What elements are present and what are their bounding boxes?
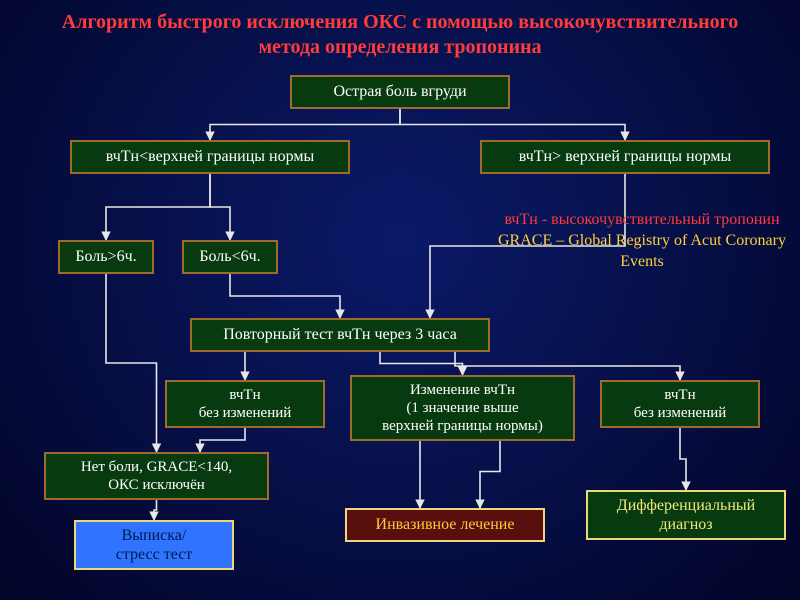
node-n_painLT6: Боль<6ч. (182, 240, 278, 274)
node-n_repeat: Повторный тест вчТн через 3 часа (190, 318, 490, 352)
node-n_noPain: Нет боли, GRACE<140, ОКС исключён (44, 452, 269, 500)
legend-box: вчТн - высокочувствительный тропонинGRAC… (492, 210, 792, 272)
slide-title: Алгоритм быстрого исключения ОКС с помощ… (40, 10, 760, 60)
node-n_painGT6: Боль>6ч. (58, 240, 154, 274)
node-n_noChg1: вчТн без изменений (165, 380, 325, 428)
node-n_noChg2: вчТн без изменений (600, 380, 760, 428)
node-n_change: Изменение вчТн (1 значение выше верхней … (350, 375, 575, 441)
node-n_lowTn: вчТн<верхней границы нормы (70, 140, 350, 174)
node-n_start: Острая боль вгруди (290, 75, 510, 109)
node-n_invasive: Инвазивное лечение (345, 508, 545, 542)
node-n_discharge: Выписка/ стресс тест (74, 520, 234, 570)
node-n_highTn: вчТн> верхней границы нормы (480, 140, 770, 174)
node-n_diffdx: Дифференциальный диагноз (586, 490, 786, 540)
